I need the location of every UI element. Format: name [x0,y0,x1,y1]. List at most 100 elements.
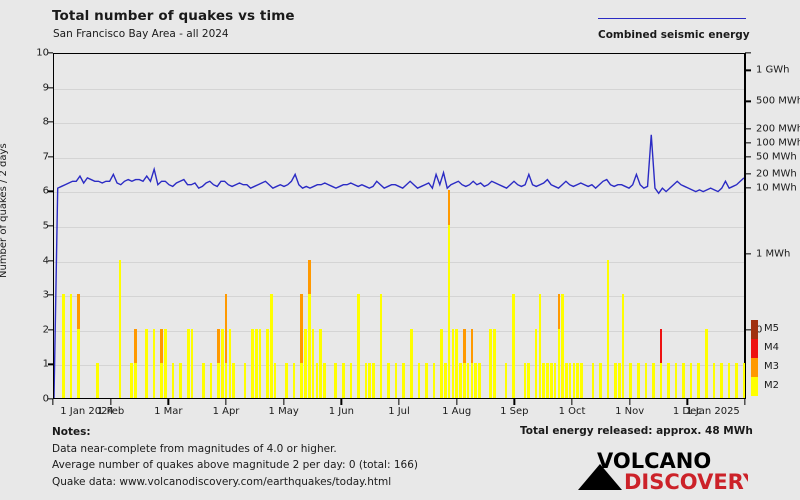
quake-bar-segment-m2 [512,294,515,398]
right-axis-tick [745,156,751,158]
quake-bar [179,363,182,398]
quake-bar-segment-m2 [304,328,307,398]
energy-legend: Combined seismic energy [598,18,750,42]
quake-bar [459,363,462,398]
quake-bar [727,363,731,398]
quake-bar-segment-m2 [553,363,557,398]
quake-bar-segment-m2 [576,363,579,398]
quake-bar [118,259,122,398]
quake-bar [410,328,413,398]
quake-bar [659,328,663,398]
quake-bar [209,363,213,398]
quake-bar-segment-m3 [307,259,311,295]
grid-line [54,365,744,367]
quake-bar-segment-m2 [311,328,315,398]
quake-bar-segment-m2 [455,328,458,398]
quake-bar-segment-m2 [523,363,527,398]
quake-bar [557,294,561,398]
notes-heading: Notes: [52,426,91,438]
quake-bar [466,363,470,398]
quake-bar [130,363,133,398]
quake-bar [697,363,700,398]
x-axis-tick [283,399,285,405]
quake-bar-segment-m2 [315,363,319,398]
quake-bar-segment-m2 [243,363,247,398]
x-axis-tick-label: 1 Aug [442,406,472,417]
quake-bar-segment-m2 [410,328,413,398]
quake-bar-segment-m2 [179,363,182,398]
energy-line-swatch [598,18,746,19]
quake-bar-segment-m3 [300,294,303,364]
quake-bar [251,328,254,398]
quake-bar-segment-m2 [270,294,273,398]
quake-bar [134,328,137,398]
grid-line [54,296,744,298]
quake-bar-segment-m2 [470,363,474,398]
quake-bar [319,328,322,398]
quake-bar-segment-m2 [307,294,311,398]
x-axis-tick [686,399,688,405]
left-axis-tick [48,190,53,193]
x-axis-tick-label: 1 Dec [672,406,702,417]
quake-bar [489,328,493,398]
quake-bar-segment-m2 [629,363,632,398]
left-axis-tick [48,225,53,227]
quake-bar [451,328,455,398]
quake-bar-segment-m2 [606,259,610,398]
quake-bar [629,363,632,398]
quake-bar-segment-m2 [190,328,194,398]
quake-bar-segment-m2 [644,363,648,398]
quake-bar-segment-m2 [580,363,583,398]
quake-bar [580,363,583,398]
x-axis-tick [167,399,169,405]
quake-bar-segment-m2 [432,363,436,398]
quake-bar-segment-m2 [489,328,493,398]
grid-line [54,261,744,263]
quake-bar [273,363,277,398]
quake-bar [402,363,406,398]
left-axis: Number of quakes / 2 days 0 1 2 3 4 5 6 7 8 9 10 [0,48,53,405]
quake-bar [512,294,515,398]
quake-bar [735,363,738,398]
x-axis-tick-label: 1 Oct [558,406,586,417]
x-axis-tick [513,399,515,405]
quake-bar-segment-m2 [273,363,277,398]
right-axis-tick-label: 20 MWh [756,168,797,180]
quake-bar-segment-m2 [368,363,372,398]
quake-bar-segment-m2 [735,363,738,398]
quake-bar [368,363,372,398]
quake-bar [152,328,156,398]
quake-bar [394,363,398,398]
chart-subtitle: San Francisco Bay Area - all 2024 [53,28,229,40]
quake-bar [300,294,303,398]
x-axis-tick [398,399,400,405]
quake-bar [444,363,447,398]
quake-bar-segment-m2 [300,363,303,398]
total-energy-label: Total energy released: approx. 48 MWh [520,425,753,437]
x-axis-tick-label: 1 Jan 2024 [60,406,114,417]
left-axis-tick-label: 2 [42,324,49,336]
note-average: Average number of quakes above magnitude… [52,459,418,471]
quake-bar-segment-m2 [349,363,353,398]
quake-bar-segment-m2 [546,363,549,398]
quake-bar-segment-m2 [447,225,451,398]
quake-bar [440,328,443,398]
quake-bar-segment-m3 [217,328,220,364]
quake-bar-segment-m2 [667,363,670,398]
quake-bar [742,363,746,398]
quake-bar [292,363,296,398]
quake-bar-segment-m2 [440,328,443,398]
quake-bar [232,363,235,398]
left-axis-tick-label: 6 [42,185,49,197]
quake-bar [171,363,175,398]
quake-bar [614,363,617,398]
right-axis-tick-label: 500 MWh [756,95,800,107]
right-axis: 0 1 MWh 10 MWh 20 MWh 50 MWh 100 MWh 200 MWh 50… [745,52,800,399]
quake-bars [54,54,746,398]
quake-bar [387,363,390,398]
quake-bar [576,363,579,398]
energy-line [54,54,744,398]
quake-bar-segment-m2 [160,363,164,398]
quake-bar [599,363,602,398]
quake-bar-segment-m4 [659,328,663,364]
